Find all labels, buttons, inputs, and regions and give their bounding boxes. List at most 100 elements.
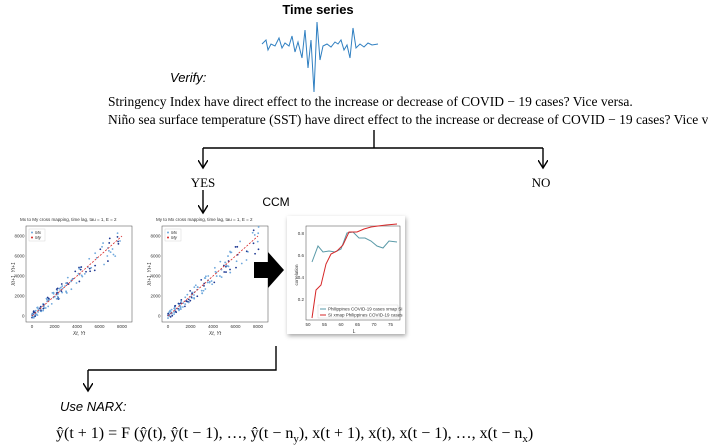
scatter-dot (46, 296, 49, 299)
x-tick-label: 4000 (72, 324, 83, 329)
fit-line (31, 235, 123, 317)
scatter-dot (61, 285, 64, 287)
scatter-dot (235, 266, 237, 269)
scatter-dot (56, 295, 59, 298)
scatter-dot (106, 255, 109, 257)
decision-tree (88, 130, 543, 390)
scatter-dot (193, 297, 196, 300)
legend-entry: Mx (171, 230, 178, 235)
scatter-dot (169, 310, 172, 313)
y-axis-label: Xt+1, Yt+1 (11, 262, 17, 287)
scatter-dot (58, 287, 61, 290)
scatter-dot (107, 260, 109, 262)
scatter-dot (196, 286, 199, 288)
legend-entry: Philippines COVID-19 cases xmap SI (328, 307, 403, 312)
legend-box (317, 304, 399, 319)
scatter-dot (112, 253, 115, 256)
legend-box (28, 228, 46, 242)
formula-subscript: x (522, 433, 528, 445)
scatter-dot (245, 250, 248, 253)
scatter-dot (34, 309, 37, 312)
scatter-dot (208, 281, 211, 284)
scatter-dot (204, 275, 207, 278)
scatter-dot (207, 275, 210, 277)
formula-subscript: y (293, 433, 299, 445)
scatter-dot (203, 277, 206, 279)
scatter-dot (215, 275, 218, 277)
verify-label: Verify: (170, 70, 207, 85)
scatter-dot (170, 308, 173, 311)
scatter-dot (55, 297, 58, 300)
scatter-panels: Mx to My cross mapping, time lag, tau = … (11, 217, 269, 337)
scatter-dot (220, 276, 223, 279)
yes-label: YES (191, 175, 216, 190)
scatter-dot (214, 270, 217, 273)
y-tick-label: 8000 (14, 234, 25, 239)
scatter-dot (173, 313, 175, 315)
scatter-dot (194, 284, 197, 287)
panel-title: Mx to My cross mapping, time lag, tau = … (20, 217, 117, 222)
scatter-dot (59, 289, 62, 292)
scatter-dot (50, 302, 53, 305)
scatter-dot (180, 300, 183, 303)
scatter-dot (85, 270, 87, 273)
scatter-dot (252, 242, 255, 245)
scatter-dot (60, 283, 63, 285)
scatter-dot (182, 302, 185, 305)
scatter-dot (189, 299, 192, 302)
x-tick-label: 0 (31, 324, 34, 329)
legend-entry: My (171, 235, 178, 240)
scatter-dot (236, 245, 239, 248)
scatter-dot (224, 261, 227, 264)
scatter-dot (254, 252, 256, 255)
time-series-title: Time series (282, 2, 353, 17)
scatter-dot (57, 292, 60, 295)
scatter-dot (200, 278, 203, 281)
scatter-dot (77, 272, 80, 275)
scatter-dot (111, 248, 114, 250)
formula-part: ŷ(t + 1) = F (ŷ(t), ŷ(t − 1), …, ŷ(t − n (56, 425, 293, 442)
scatter-dot (251, 231, 254, 234)
y-axis-label: correlation (294, 264, 299, 286)
y-tick-label: 0.2 (298, 297, 305, 302)
y-tick-label: 0 (158, 314, 161, 319)
scatter-dot (240, 262, 243, 265)
scatter-dot (229, 250, 231, 253)
scatter-dot (114, 255, 117, 257)
legend-entry: My (35, 235, 42, 240)
scatter-dot (184, 305, 186, 308)
scatter-dot (211, 283, 214, 286)
legend-box (164, 228, 182, 242)
scatter-dot (256, 240, 259, 243)
y-tick-label: 8000 (150, 234, 161, 239)
y-tick-label: 0.8 (298, 231, 305, 236)
y-tick-label: 4000 (150, 274, 161, 279)
scatter-dot (36, 306, 39, 309)
x-tick-label: 6000 (94, 324, 105, 329)
scatter-dot (103, 263, 105, 266)
scatter-dot (71, 278, 74, 280)
scatter-dot (229, 271, 232, 274)
scatter-dot (109, 251, 112, 254)
scatter-dot (169, 315, 172, 318)
scatter-dot (182, 306, 184, 308)
y-tick-label: 2000 (14, 294, 25, 299)
narx-label: Use NARX: (60, 399, 127, 414)
scatter-dot (252, 229, 255, 232)
scatter-dot (95, 256, 98, 259)
scatter-dot (171, 314, 174, 317)
fit-line (167, 235, 259, 317)
scatter-dot (117, 240, 120, 243)
x-tick-label: 60 (338, 322, 344, 327)
scatter-dot (47, 297, 50, 300)
legend-entry: SI xmap Philippines COVID-19 cases (328, 313, 403, 318)
tick-labels: 50 55 60 65 70 75 0.2 0.4 0.6 0.8 (298, 231, 394, 327)
scatter-dot (187, 301, 190, 304)
scatter-dot (79, 268, 82, 271)
scatter-dot (213, 266, 216, 269)
scatter-dot (167, 312, 170, 315)
scatter-dot (257, 226, 260, 228)
scatter-dot (102, 242, 104, 244)
scatter-dot (78, 267, 81, 270)
